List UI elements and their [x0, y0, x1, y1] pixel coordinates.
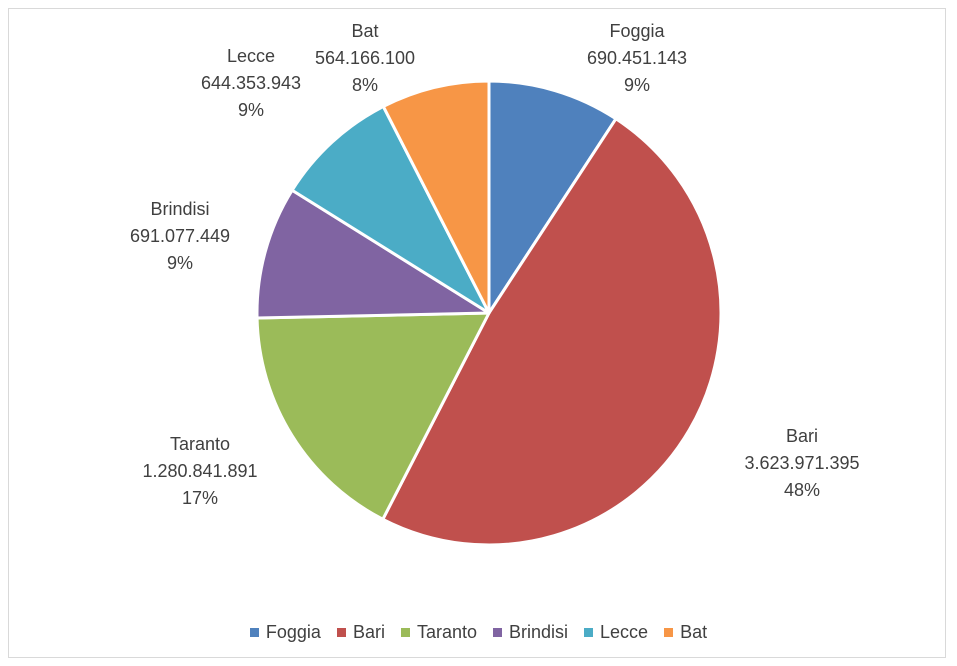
- legend-item-bat: Bat: [664, 622, 707, 643]
- legend: Foggia Bari Taranto Brindisi Lecce Bat: [0, 622, 957, 643]
- legend-swatch: [336, 628, 346, 637]
- pie-slices: [255, 79, 723, 547]
- data-label-foggia: Foggia 690.451.143 9%: [587, 21, 687, 95]
- legend-item-foggia: Foggia: [249, 622, 321, 643]
- legend-label: Bat: [680, 622, 708, 642]
- legend-label: Brindisi: [509, 622, 569, 642]
- pie-slice-brindisi: [255, 188, 491, 320]
- legend-label: Taranto: [416, 622, 477, 642]
- pie-slice-bari: [381, 117, 723, 547]
- pie-slice-bat: [381, 79, 491, 315]
- data-label-bari: Bari 3.623.971.395 48%: [744, 426, 859, 500]
- legend-swatch: [584, 628, 594, 637]
- legend-swatch: [493, 628, 502, 637]
- legend-label: Foggia: [265, 622, 321, 642]
- pie-slice-lecce: [290, 104, 491, 315]
- pie-slice-taranto: [255, 311, 491, 521]
- legend-label: Bari: [352, 622, 385, 642]
- data-labels: Foggia 690.451.143 9% Bari 3.623.971.395 48% T…: [130, 21, 860, 508]
- data-label-bat: Bat 564.166.100 8%: [315, 21, 415, 95]
- legend-label: Lecce: [600, 622, 649, 642]
- data-label-brindisi: Brindisi 691.077.449 9%: [130, 199, 230, 273]
- legend-item-bari: Bari: [336, 622, 385, 643]
- data-label-lecce: Lecce 644.353.943 9%: [201, 46, 301, 120]
- legend-swatch: [664, 628, 674, 637]
- legend-swatch: [249, 628, 259, 637]
- legend-swatch: [400, 628, 410, 637]
- legend-item-taranto: Taranto: [400, 622, 477, 643]
- legend-item-lecce: Lecce: [584, 622, 648, 643]
- legend-item-brindisi: Brindisi: [493, 622, 568, 643]
- data-label-taranto: Taranto 1.280.841.891 17%: [142, 434, 257, 508]
- pie-slice-foggia: [487, 79, 618, 315]
